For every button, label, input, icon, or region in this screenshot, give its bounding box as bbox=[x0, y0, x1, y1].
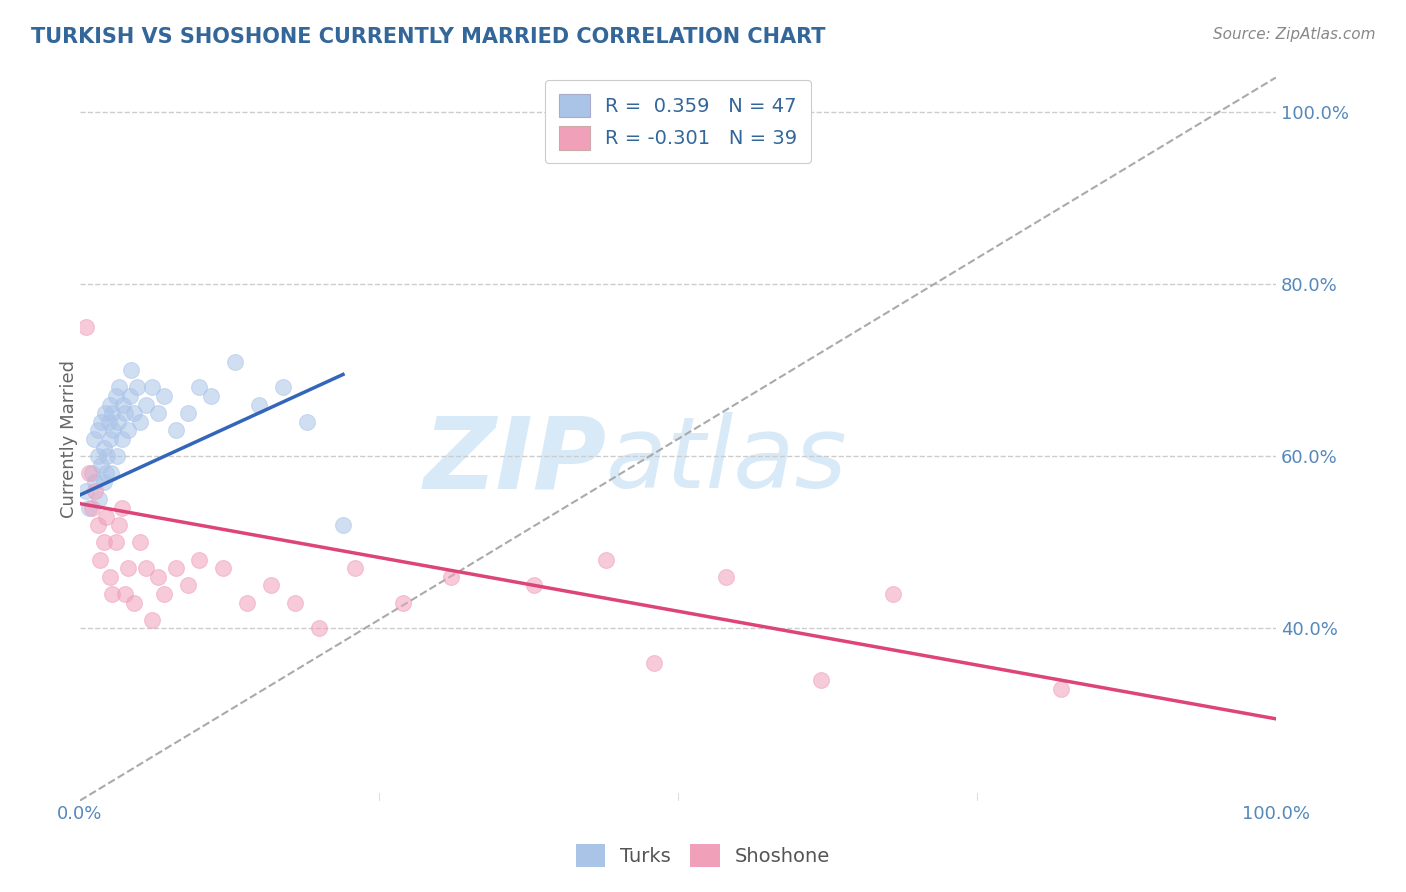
Point bbox=[152, 587, 174, 601]
Point bbox=[87, 449, 110, 463]
Point bbox=[271, 380, 294, 394]
Point bbox=[90, 415, 112, 429]
Point bbox=[96, 509, 118, 524]
Point bbox=[141, 380, 163, 394]
Point bbox=[440, 570, 463, 584]
Point bbox=[87, 518, 110, 533]
Point bbox=[146, 570, 169, 584]
Point bbox=[595, 552, 617, 566]
Point bbox=[135, 398, 157, 412]
Point bbox=[111, 432, 134, 446]
Point bbox=[224, 354, 246, 368]
Legend: R =  0.359   N = 47, R = -0.301   N = 39: R = 0.359 N = 47, R = -0.301 N = 39 bbox=[546, 80, 811, 163]
Point bbox=[89, 552, 111, 566]
Point bbox=[98, 570, 121, 584]
Point bbox=[104, 389, 127, 403]
Point bbox=[79, 467, 101, 481]
Legend: Turks, Shoshone: Turks, Shoshone bbox=[568, 836, 838, 875]
Point bbox=[93, 535, 115, 549]
Point bbox=[84, 483, 107, 498]
Point bbox=[1049, 681, 1071, 696]
Point bbox=[714, 570, 737, 584]
Point bbox=[90, 458, 112, 472]
Point bbox=[107, 415, 129, 429]
Point bbox=[247, 398, 270, 412]
Y-axis label: Currently Married: Currently Married bbox=[60, 360, 77, 518]
Point bbox=[141, 613, 163, 627]
Point bbox=[165, 561, 187, 575]
Point bbox=[332, 518, 354, 533]
Point bbox=[295, 415, 318, 429]
Point bbox=[97, 415, 120, 429]
Point bbox=[260, 578, 283, 592]
Point bbox=[188, 552, 211, 566]
Point bbox=[75, 320, 97, 334]
Text: atlas: atlas bbox=[606, 412, 848, 509]
Point bbox=[117, 561, 139, 575]
Point bbox=[108, 518, 131, 533]
Text: ZIP: ZIP bbox=[423, 412, 606, 509]
Point bbox=[100, 467, 122, 481]
Point bbox=[79, 500, 101, 515]
Point bbox=[176, 578, 198, 592]
Point bbox=[523, 578, 546, 592]
Point bbox=[105, 449, 128, 463]
Point bbox=[120, 363, 142, 377]
Point bbox=[128, 415, 150, 429]
Point bbox=[96, 449, 118, 463]
Point bbox=[146, 406, 169, 420]
Point bbox=[117, 424, 139, 438]
Point bbox=[882, 587, 904, 601]
Point bbox=[643, 656, 665, 670]
Point bbox=[114, 406, 136, 420]
Point bbox=[103, 424, 125, 438]
Point bbox=[135, 561, 157, 575]
Point bbox=[122, 596, 145, 610]
Point bbox=[236, 596, 259, 610]
Point bbox=[188, 380, 211, 394]
Point bbox=[165, 424, 187, 438]
Point bbox=[308, 622, 330, 636]
Point bbox=[104, 535, 127, 549]
Point bbox=[128, 535, 150, 549]
Point bbox=[83, 432, 105, 446]
Point bbox=[98, 398, 121, 412]
Point bbox=[101, 587, 124, 601]
Point bbox=[84, 475, 107, 489]
Point bbox=[75, 483, 97, 498]
Text: Source: ZipAtlas.com: Source: ZipAtlas.com bbox=[1212, 27, 1375, 42]
Point bbox=[93, 475, 115, 489]
Point bbox=[114, 587, 136, 601]
Point bbox=[284, 596, 307, 610]
Point bbox=[343, 561, 366, 575]
Point bbox=[93, 441, 115, 455]
Point bbox=[87, 492, 110, 507]
Point bbox=[810, 673, 832, 687]
Point bbox=[152, 389, 174, 403]
Point bbox=[111, 398, 134, 412]
Point bbox=[391, 596, 413, 610]
Point bbox=[108, 380, 131, 394]
Point bbox=[96, 467, 118, 481]
Text: TURKISH VS SHOSHONE CURRENTLY MARRIED CORRELATION CHART: TURKISH VS SHOSHONE CURRENTLY MARRIED CO… bbox=[31, 27, 825, 46]
Point bbox=[120, 389, 142, 403]
Point bbox=[87, 424, 110, 438]
Point bbox=[212, 561, 235, 575]
Point bbox=[101, 406, 124, 420]
Point bbox=[200, 389, 222, 403]
Point bbox=[111, 500, 134, 515]
Point bbox=[127, 380, 149, 394]
Point bbox=[94, 406, 117, 420]
Point bbox=[80, 467, 103, 481]
Point bbox=[98, 432, 121, 446]
Point bbox=[122, 406, 145, 420]
Point bbox=[80, 500, 103, 515]
Point bbox=[176, 406, 198, 420]
